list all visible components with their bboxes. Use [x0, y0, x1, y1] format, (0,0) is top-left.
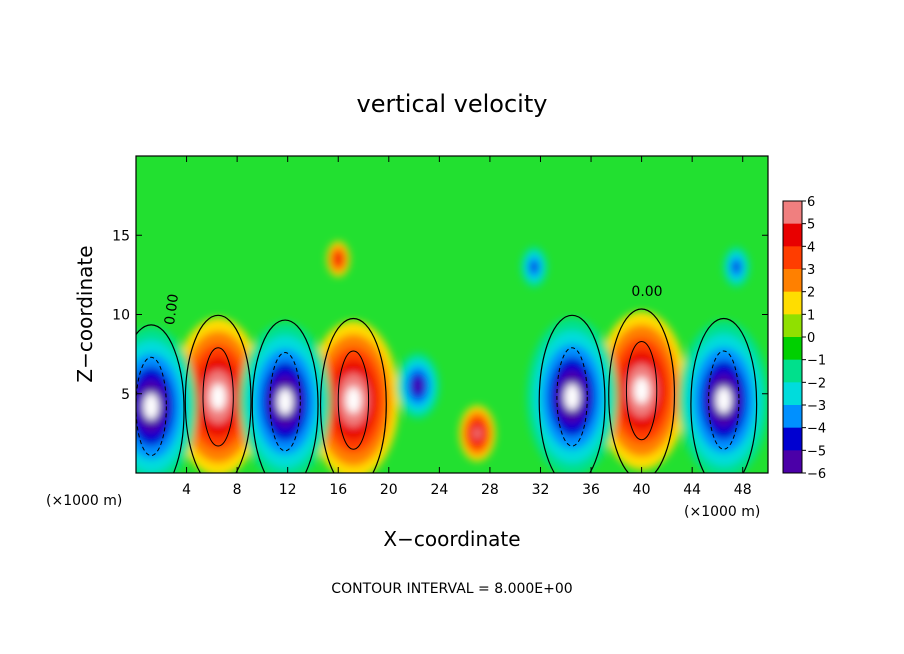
contour-line — [556, 347, 588, 447]
colorbar-tick-label: 4 — [807, 240, 815, 255]
contour-interval-note: CONTOUR INTERVAL = 8.000E+00 — [331, 581, 572, 597]
x-axis: 4 8 12 16 20 24 28 32 36 40 44 48 — [182, 156, 752, 498]
colorbar-swatch — [783, 291, 802, 315]
x-tick-label: 32 — [532, 482, 550, 498]
x-tick-label: 36 — [582, 482, 600, 498]
downdraft-region — [277, 388, 293, 415]
colorbar-swatch — [783, 427, 802, 451]
x-unit-label-right: (×1000 m) — [684, 504, 760, 520]
colorbar-swatch — [783, 450, 802, 474]
colorbar-swatch — [783, 359, 802, 383]
downdraft-region — [733, 261, 740, 273]
contour-line — [136, 356, 167, 457]
colorbar-tick-label: 2 — [807, 286, 815, 301]
contour-line — [269, 352, 301, 452]
colorbar-swatch — [783, 201, 802, 225]
zero-contour — [184, 314, 252, 473]
downdraft-region — [716, 386, 732, 414]
colorbar-swatch — [783, 405, 802, 429]
colorbar-tick-label: −1 — [807, 354, 826, 369]
x-tick-label: 48 — [734, 482, 752, 498]
colorbar-tick-label: 1 — [807, 308, 815, 323]
colorbar-tick-label: 6 — [807, 195, 815, 210]
x-tick-label: 40 — [633, 482, 651, 498]
contour-line — [625, 340, 658, 441]
updraft-region — [634, 377, 650, 404]
zero-contour — [690, 317, 758, 473]
colorbar-swatch — [783, 269, 802, 293]
colorbar-tick-label: −2 — [807, 376, 826, 391]
zero-contour — [608, 308, 676, 473]
y-axis: 5 10 15 — [112, 228, 768, 403]
plot-area — [136, 156, 768, 473]
updraft-region — [473, 427, 481, 439]
velocity-field — [136, 241, 768, 473]
x-tick-label: 28 — [481, 482, 499, 498]
colorbar-swatch — [783, 337, 802, 361]
downdraft-region — [530, 261, 538, 273]
colorbar-swatch — [783, 223, 802, 247]
zero-contour — [319, 317, 387, 473]
x-tick-label: 44 — [683, 482, 701, 498]
contour-line — [708, 350, 740, 450]
x-tick-label: 20 — [380, 482, 398, 498]
downdraft-region — [143, 393, 159, 420]
contour-line — [337, 350, 370, 450]
chart-title: vertical velocity — [357, 90, 548, 118]
y-tick-label: 10 — [112, 308, 130, 324]
colorbar-tick-label: −5 — [807, 444, 826, 459]
downdraft-region — [413, 379, 423, 393]
colorbar-swatch — [783, 246, 802, 270]
x-tick-label: 8 — [233, 482, 242, 498]
updraft-region — [210, 383, 226, 411]
colorbar: 6 5 4 3 2 1 0 −1 −2 −3 −4 −5 −6 — [782, 195, 826, 482]
colorbar-tick-label: −6 — [807, 467, 826, 482]
x-tick-label: 4 — [182, 482, 191, 498]
contour-label-right: 0.00 — [631, 284, 662, 300]
x-axis-label: X−coordinate — [383, 527, 520, 551]
colorbar-swatch — [783, 382, 802, 406]
x-tick-label: 16 — [329, 482, 347, 498]
x-tick-label: 12 — [279, 482, 297, 498]
contour-label-left: 0.00 — [162, 293, 182, 326]
y-axis-label: Z−coordinate — [73, 245, 97, 382]
x-tick-label: 24 — [430, 482, 448, 498]
contour-line — [202, 347, 234, 447]
colorbar-tick-label: 0 — [807, 331, 815, 346]
zero-contour — [538, 314, 606, 473]
y-tick-label: 5 — [121, 387, 130, 403]
colorbar-swatch — [783, 314, 802, 338]
contour-lines — [136, 308, 758, 473]
colorbar-tick-label: −4 — [807, 422, 826, 437]
updraft-region — [345, 386, 361, 414]
zero-contour — [136, 324, 185, 473]
y-tick-label: 15 — [112, 228, 130, 244]
colorbar-tick-label: −3 — [807, 399, 826, 414]
colorbar-tick-label: 3 — [807, 263, 815, 278]
zero-contour — [251, 319, 319, 473]
x-unit-label-left: (×1000 m) — [46, 493, 122, 509]
updraft-region — [335, 254, 342, 264]
colorbar-tick-label: 5 — [807, 218, 815, 233]
downdraft-region — [564, 383, 580, 411]
